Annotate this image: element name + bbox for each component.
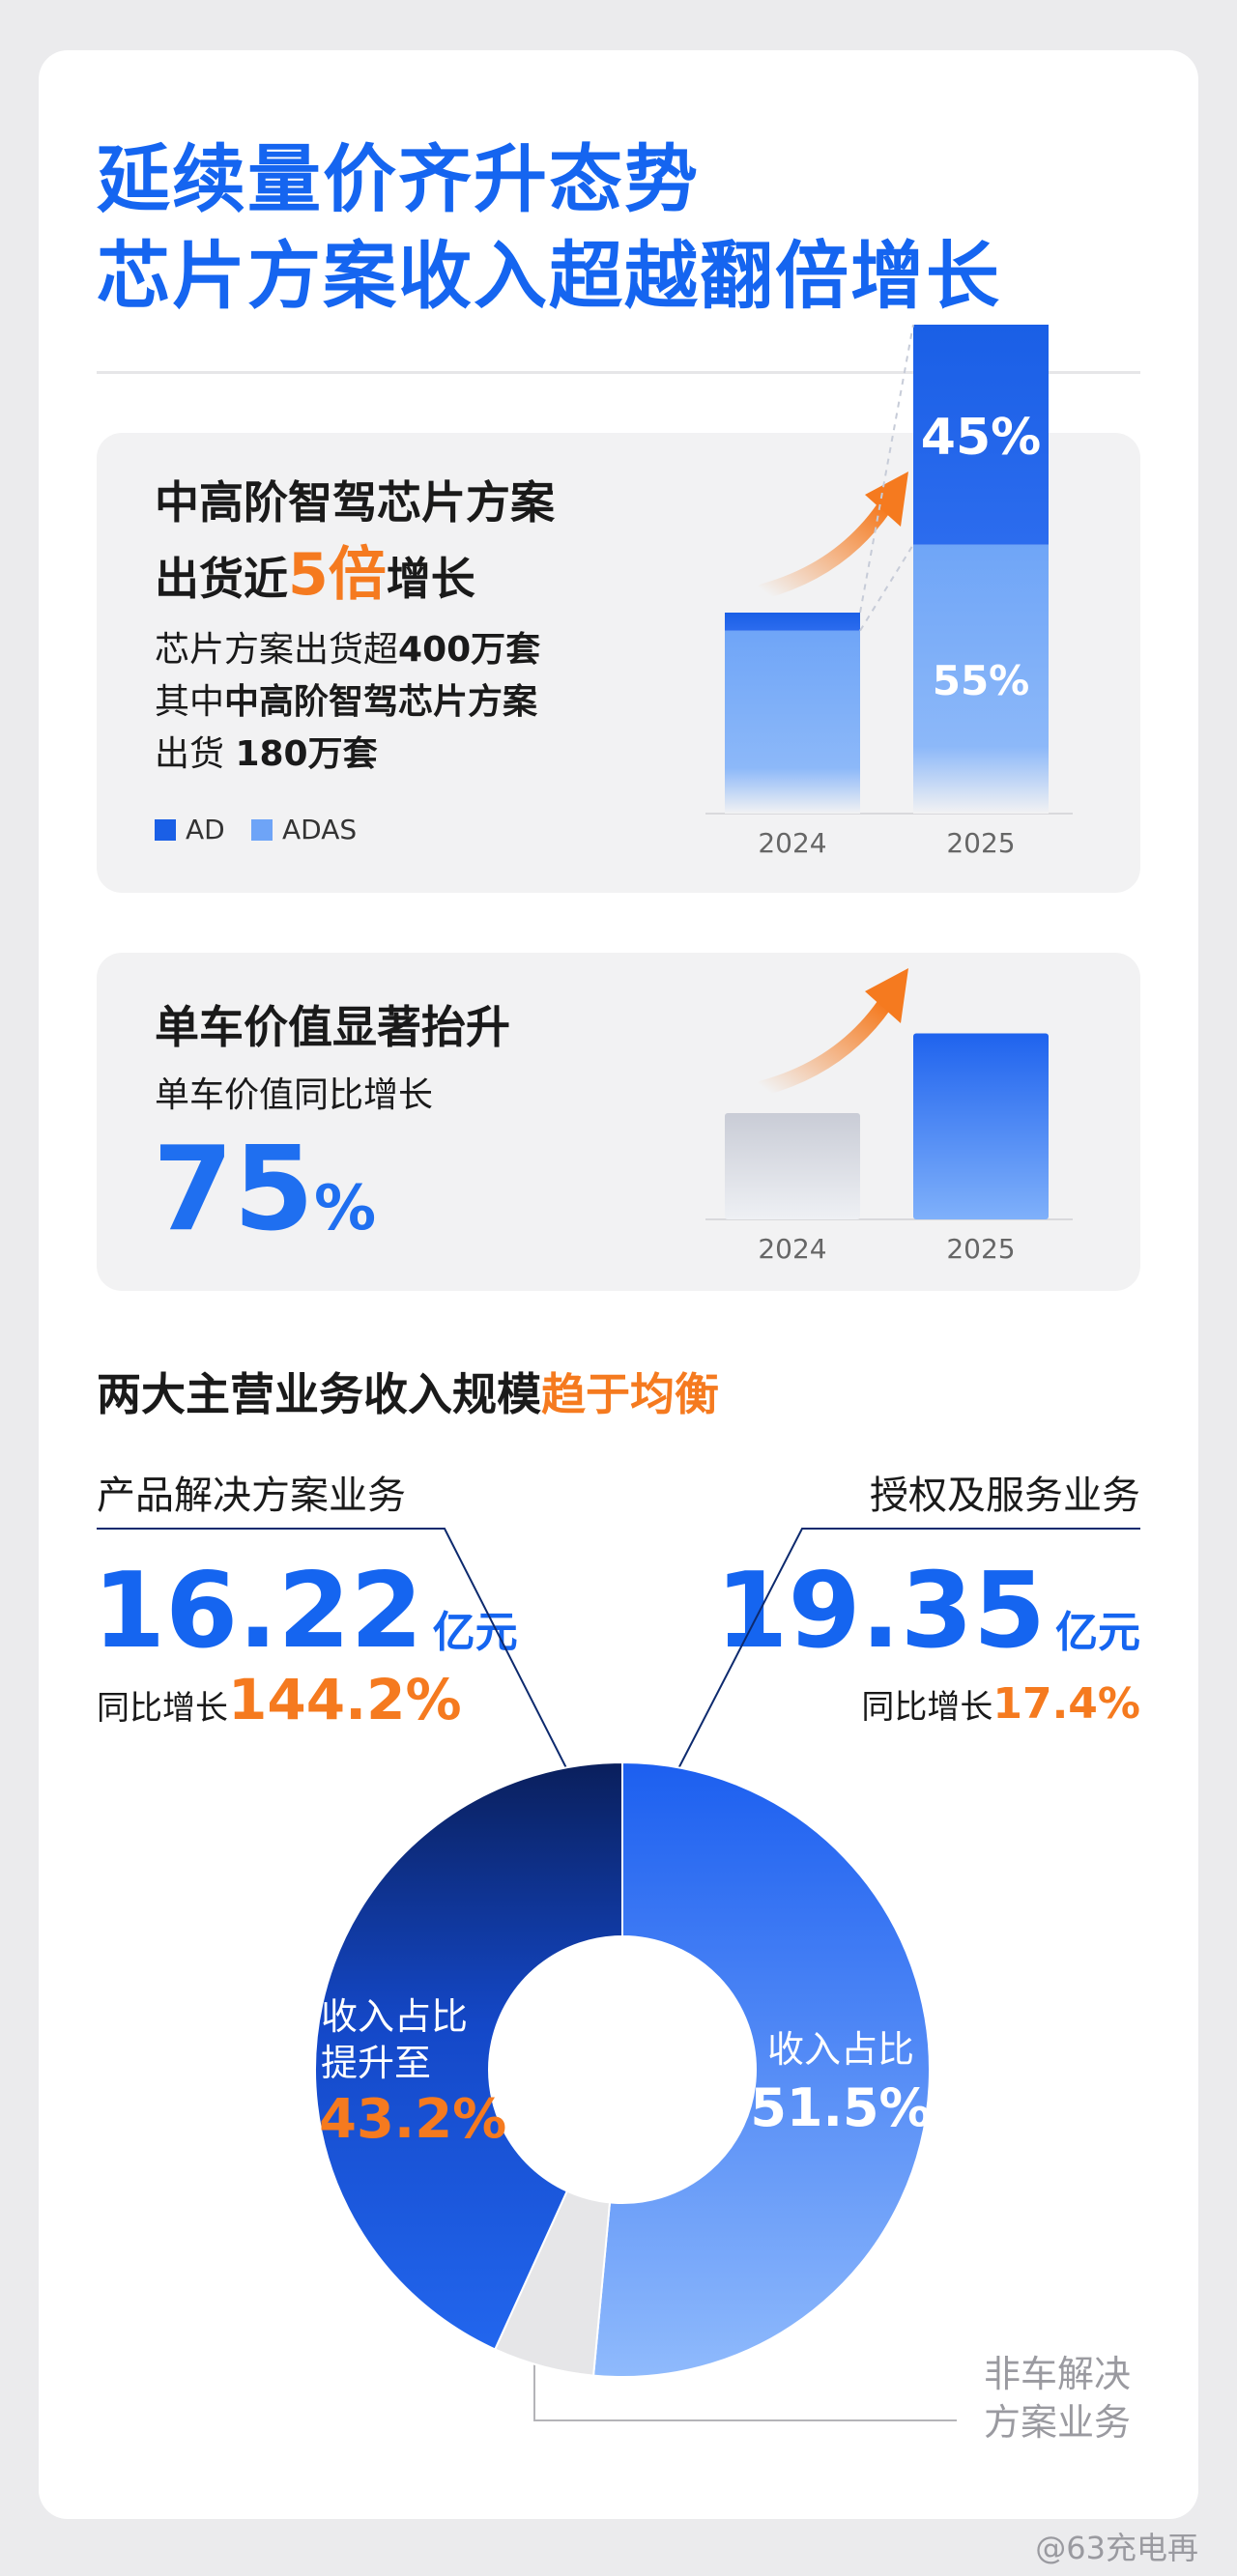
legend-swatch-ad [155,819,176,841]
connector-mid [859,544,914,632]
right-biz-amount-unit: 亿元 [1055,1608,1140,1657]
chart1-xlabel-2024: 2024 [758,827,826,859]
title-divider [97,371,1140,374]
title-line-2: 芯片方案收入超越翻倍增长 [97,233,1001,319]
donut-left-label-1: 收入占比 [321,1995,468,2038]
value-growth: 75% [153,1132,376,1248]
value-bar-2024 [725,1113,860,1219]
chart2-xlabel-2025: 2025 [946,1233,1015,1265]
heading-highlight: 5倍 [288,541,387,609]
donut-slice-0 [591,1760,931,2378]
leader-line-right [654,1528,1140,1815]
left-biz-amount: 16.22 亿元 [93,1560,518,1664]
chart1-xlabel-2025: 2025 [946,827,1015,859]
body-text: 其中 [155,682,225,722]
right-biz-amount: 19.35 亿元 [715,1560,1140,1664]
donut-right-label: 收入占比 [767,2028,914,2071]
title-line-1: 延续量价齐升态势 [97,136,700,222]
legend-swatch-adas [251,819,273,841]
body-bold: 400万套 [398,630,541,670]
donut-right-value: 51.5% [750,2077,931,2138]
bar-ad-2025 [913,325,1049,545]
bar-adas-2025 [913,544,1049,814]
right-biz-growth-value: 17.4% [992,1679,1140,1729]
section-heading-text: 两大主营业务收入规模 [97,1368,541,1420]
leader-line-left [97,1528,590,1815]
section-heading: 两大主营业务收入规模趋于均衡 [97,1372,719,1417]
donut-other-label-1: 非车解决 [984,2353,1131,2395]
bar-label-adas-2025: 55% [933,657,1030,704]
right-biz-name: 授权及服务业务 [870,1474,1140,1518]
bar-adas-2024 [725,630,860,814]
body-text: 出货 [155,734,236,774]
donut-left-value: 43.2% [319,2088,506,2151]
section-heading-highlight: 趋于均衡 [541,1368,719,1420]
left-biz-amount-number: 16.22 [93,1551,423,1672]
left-biz-growth: 同比增长144.2% [97,1672,462,1728]
right-biz-growth-label: 同比增长 [861,1688,993,1727]
shipment-body-line2: 其中中高阶智驾芯片方案 [155,685,537,720]
heading-suffix: 增长 [386,553,475,605]
left-biz-name: 产品解决方案业务 [97,1474,406,1518]
legend-label-ad: AD [186,814,225,845]
left-biz-growth-label: 同比增长 [97,1689,228,1728]
connector-top [859,324,914,614]
growth-arrow-1-head [865,472,908,527]
value-subheading: 单车价值同比增长 [155,1075,434,1115]
donut-left-label-2: 提升至 [321,2042,431,2084]
value-growth-unit: % [314,1173,377,1245]
value-growth-number: 75 [153,1123,314,1257]
chart2-xlabel-2024: 2024 [758,1233,826,1265]
bar-ad-2024 [725,613,860,631]
body-text: 芯片方案出货超 [155,630,399,670]
shipment-heading-line2: 出货近5倍增长 [155,546,475,604]
growth-arrow-2-head [865,968,908,1023]
growth-arrow-2 [756,997,892,1096]
left-biz-growth-value: 144.2% [228,1667,462,1732]
watermark: @63充电再 [1035,2530,1198,2566]
bar-label-ad-2025: 45% [921,409,1041,467]
shipment-body-line3: 出货 180万套 [155,737,378,772]
growth-arrow-1 [756,500,892,599]
right-biz-amount-number: 19.35 [715,1551,1046,1672]
shipment-body-line1: 芯片方案出货超400万套 [155,633,540,668]
body-bold: 180万套 [235,734,378,774]
heading-prefix: 出货近 [155,553,288,605]
legend-label-adas: ADAS [282,814,358,845]
donut-other-label-2: 方案业务 [984,2401,1131,2444]
value-heading: 单车价值显著抬升 [155,1001,510,1053]
donut-slice-2 [314,1760,623,2351]
left-biz-amount-unit: 亿元 [432,1608,518,1657]
value-bar-2025 [913,1033,1049,1219]
right-biz-growth: 同比增长17.4% [861,1683,1140,1726]
shipment-heading-line1: 中高阶智驾芯片方案 [155,476,555,529]
body-bold: 中高阶智驾芯片方案 [224,682,538,722]
